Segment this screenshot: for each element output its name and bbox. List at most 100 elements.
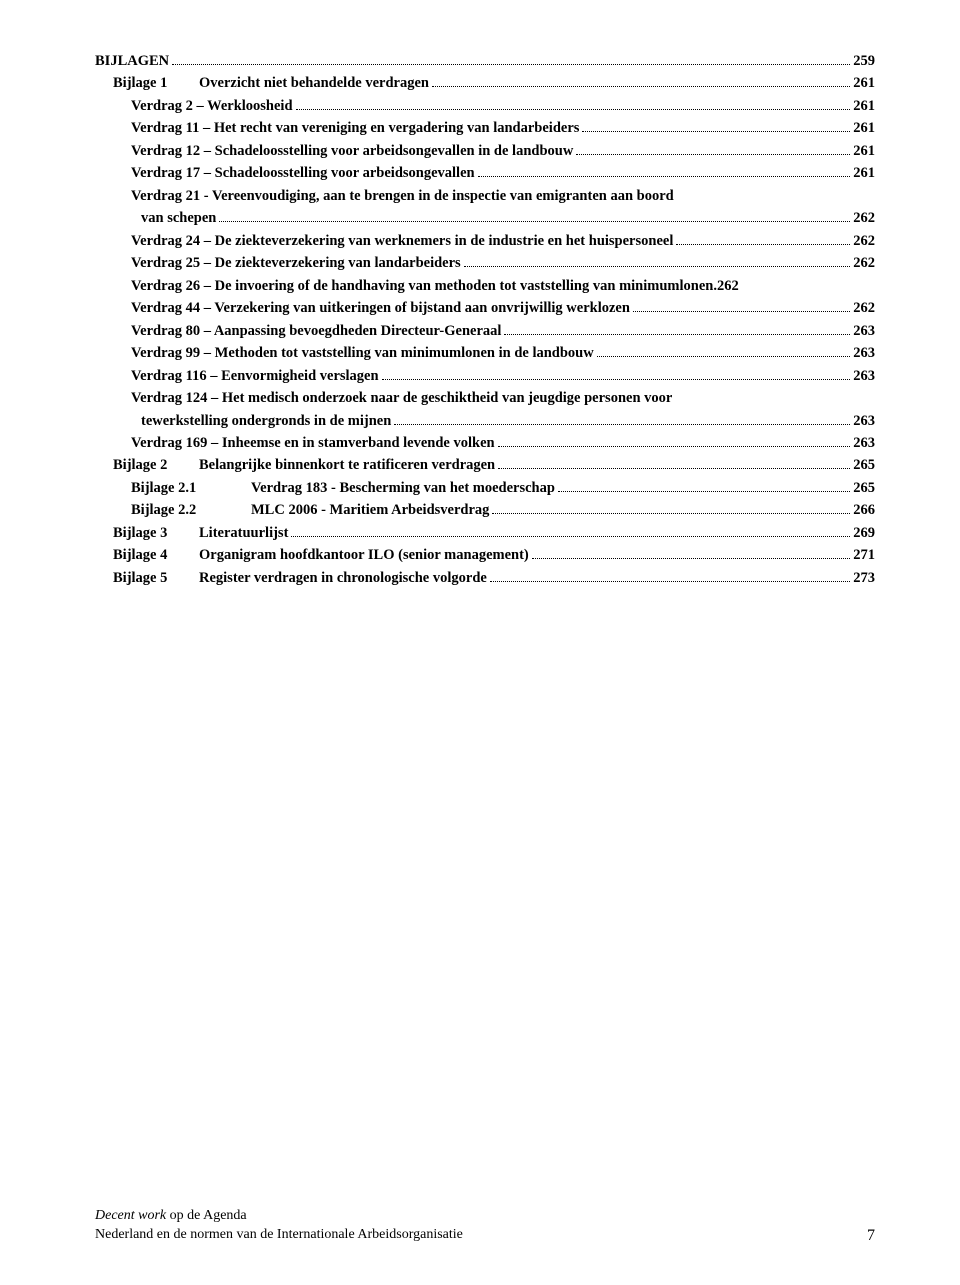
toc-label: Bijlage 3Literatuurlijst <box>113 522 288 544</box>
toc-prefix: Bijlage 2 <box>113 454 199 476</box>
toc-entry: Verdrag 169 – Inheemse en in stamverband… <box>95 432 875 454</box>
toc-entry: Verdrag 17 – Schadeloosstelling voor arb… <box>95 162 875 184</box>
toc-page-number: 263 <box>853 432 875 454</box>
toc-entry: Verdrag 24 – De ziekteverzekering van we… <box>95 230 875 252</box>
table-of-contents: BIJLAGEN259Bijlage 1Overzicht niet behan… <box>95 50 875 589</box>
toc-leader-dots <box>633 311 850 312</box>
toc-entry: Verdrag 21 - Vereenvoudiging, aan te bre… <box>95 185 875 207</box>
toc-label: Verdrag 116 – Eenvormigheid verslagen <box>131 365 379 387</box>
toc-label: Verdrag 24 – De ziekteverzekering van we… <box>131 230 673 252</box>
toc-label: Verdrag 12 – Schadeloosstelling voor arb… <box>131 140 573 162</box>
toc-prefix: Bijlage 3 <box>113 522 199 544</box>
toc-label: Verdrag 80 – Aanpassing bevoegdheden Dir… <box>131 320 501 342</box>
toc-text: Organigram hoofdkantoor ILO (senior mana… <box>199 547 529 563</box>
toc-prefix: Bijlage 1 <box>113 72 199 94</box>
toc-label: Verdrag 2 – Werkloosheid <box>131 95 293 117</box>
toc-entry: Verdrag 2 – Werkloosheid 261 <box>95 95 875 117</box>
toc-leader-dots <box>464 266 851 267</box>
toc-page-number: 262 <box>853 252 875 274</box>
toc-label: Bijlage 2.1Verdrag 183 - Bescherming van… <box>131 477 555 499</box>
toc-page-number: 261 <box>853 140 875 162</box>
toc-label: Verdrag 44 – Verzekering van uitkeringen… <box>131 297 630 319</box>
toc-label: Verdrag 26 – De invoering of de handhavi… <box>131 275 713 297</box>
toc-label: van schepen <box>141 207 216 229</box>
toc-leader-dots <box>432 86 850 87</box>
toc-entry: Verdrag 80 – Aanpassing bevoegdheden Dir… <box>95 320 875 342</box>
toc-leader-dots <box>597 356 851 357</box>
toc-leader-dots <box>576 154 850 155</box>
toc-leader-dots <box>558 491 850 492</box>
toc-page-number: 265 <box>853 477 875 499</box>
toc-leader-dots <box>172 64 850 65</box>
footer-line2: Nederland en de normen van de Internatio… <box>95 1226 463 1245</box>
toc-leader-dots <box>532 558 851 559</box>
toc-page-number: 266 <box>853 499 875 521</box>
toc-page-number: 271 <box>853 544 875 566</box>
toc-entry: Verdrag 99 – Methoden tot vaststelling v… <box>95 342 875 364</box>
toc-entry: Verdrag 116 – Eenvormigheid verslagen 263 <box>95 365 875 387</box>
toc-leader-dots <box>490 581 850 582</box>
toc-label: Bijlage 4Organigram hoofdkantoor ILO (se… <box>113 544 529 566</box>
toc-entry: Verdrag 12 – Schadeloosstelling voor arb… <box>95 140 875 162</box>
toc-text: Belangrijke binnenkort te ratificeren ve… <box>199 457 495 473</box>
toc-page-number: 263 <box>853 410 875 432</box>
toc-label: Bijlage 2Belangrijke binnenkort te ratif… <box>113 454 495 476</box>
toc-leader-dots <box>498 468 850 469</box>
toc-leader-dots <box>498 446 851 447</box>
toc-entry: Bijlage 5Register verdragen in chronolog… <box>95 567 875 589</box>
toc-entry: Bijlage 2.2MLC 2006 - Maritiem Arbeidsve… <box>95 499 875 521</box>
toc-page-number: 262 <box>853 207 875 229</box>
toc-entry: Verdrag 11 – Het recht van vereniging en… <box>95 117 875 139</box>
toc-leader-dots <box>504 334 850 335</box>
toc-label: Bijlage 5Register verdragen in chronolog… <box>113 567 487 589</box>
toc-prefix: Bijlage 2.2 <box>131 499 251 521</box>
toc-page-number: 263 <box>853 365 875 387</box>
toc-entry: tewerkstelling ondergronds in de mijnen 2… <box>95 410 875 432</box>
toc-label: Verdrag 99 – Methoden tot vaststelling v… <box>131 342 594 364</box>
toc-label: Bijlage 2.2MLC 2006 - Maritiem Arbeidsve… <box>131 499 489 521</box>
toc-entry: Bijlage 2Belangrijke binnenkort te ratif… <box>95 454 875 476</box>
toc-entry: BIJLAGEN 259 <box>95 50 875 72</box>
toc-leader-dots <box>582 131 850 132</box>
toc-entry: Verdrag 124 – Het medisch onderzoek naar… <box>95 387 875 409</box>
toc-page-number: 261 <box>853 72 875 94</box>
page-number: 7 <box>867 1227 875 1245</box>
toc-page-number: 261 <box>853 95 875 117</box>
toc-page-number: 259 <box>853 50 875 72</box>
toc-label: Verdrag 124 – Het medisch onderzoek naar… <box>131 387 672 409</box>
toc-page-number: 269 <box>853 522 875 544</box>
toc-leader-dots <box>219 221 850 222</box>
toc-entry: Bijlage 2.1Verdrag 183 - Bescherming van… <box>95 477 875 499</box>
toc-text: Literatuurlijst <box>199 525 288 541</box>
toc-text: Register verdragen in chronologische vol… <box>199 570 487 586</box>
toc-text: Overzicht niet behandelde verdragen <box>199 75 429 91</box>
toc-page-number: 262 <box>853 297 875 319</box>
toc-leader-dots <box>478 176 851 177</box>
toc-text: Verdrag 183 - Bescherming van het moeder… <box>251 480 555 496</box>
toc-page-number: 262 <box>853 230 875 252</box>
toc-leader-dots <box>492 513 850 514</box>
toc-label: tewerkstelling ondergronds in de mijnen <box>141 410 391 432</box>
toc-page-number: 265 <box>853 454 875 476</box>
toc-label: BIJLAGEN <box>95 50 169 72</box>
toc-prefix: Bijlage 5 <box>113 567 199 589</box>
toc-page-number: 273 <box>853 567 875 589</box>
toc-text: MLC 2006 - Maritiem Arbeidsverdrag <box>251 502 489 518</box>
footer-text: Decent work op de Agenda Nederland en de… <box>95 1207 463 1245</box>
toc-label: Verdrag 11 – Het recht van vereniging en… <box>131 117 579 139</box>
toc-entry: Bijlage 3Literatuurlijst 269 <box>95 522 875 544</box>
toc-entry: van schepen 262 <box>95 207 875 229</box>
toc-page-number: 261 <box>853 162 875 184</box>
toc-prefix: Bijlage 2.1 <box>131 477 251 499</box>
toc-page-number: 263 <box>853 342 875 364</box>
footer-line1: Decent work op de Agenda <box>95 1207 463 1226</box>
toc-entry: Bijlage 1Overzicht niet behandelde verdr… <box>95 72 875 94</box>
toc-leader-dots <box>296 109 851 110</box>
toc-label: Verdrag 25 – De ziekteverzekering van la… <box>131 252 461 274</box>
toc-leader-dots <box>676 244 850 245</box>
toc-entry: Bijlage 4Organigram hoofdkantoor ILO (se… <box>95 544 875 566</box>
toc-entry: Verdrag 44 – Verzekering van uitkeringen… <box>95 297 875 319</box>
toc-entry: Verdrag 25 – De ziekteverzekering van la… <box>95 252 875 274</box>
toc-page-number: 263 <box>853 320 875 342</box>
toc-leader-dots <box>394 424 850 425</box>
